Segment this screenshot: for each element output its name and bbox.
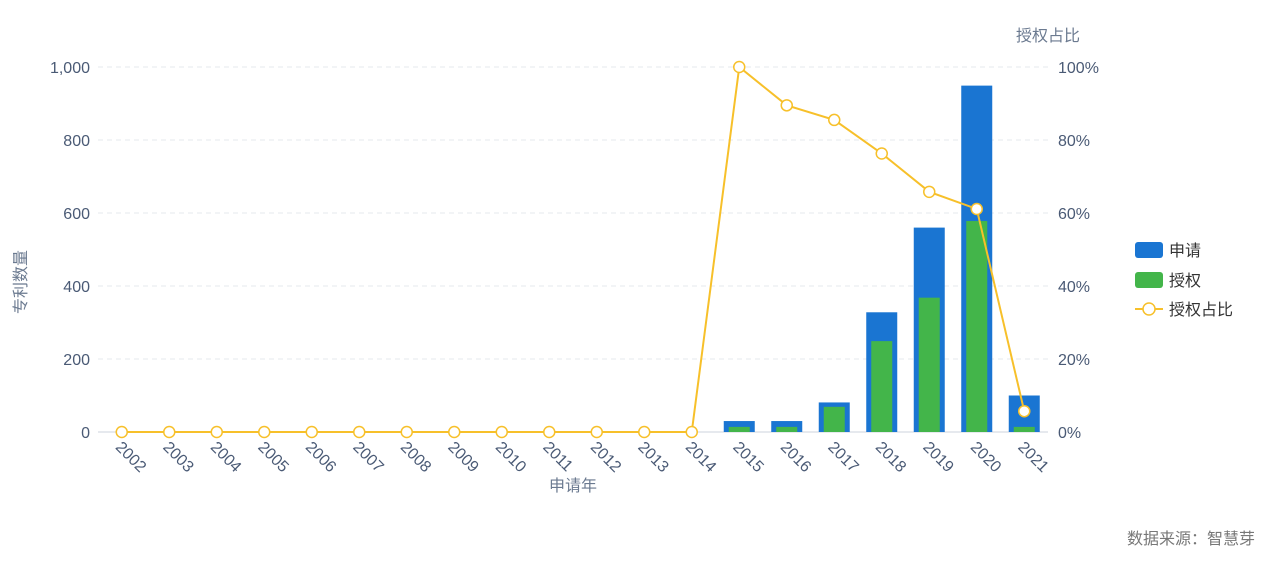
bar-grant-2019 bbox=[918, 297, 940, 432]
ratio-point-2002 bbox=[115, 425, 128, 439]
bar-grant-2021 bbox=[1013, 426, 1035, 432]
x-tick-label: 2018 bbox=[872, 439, 909, 476]
x-axis-title: 申请年 bbox=[549, 477, 597, 495]
bar-grant-2018 bbox=[871, 341, 893, 432]
x-tick-label: 2003 bbox=[159, 439, 196, 476]
y2-tick-label: 80% bbox=[1058, 133, 1090, 150]
ratio-line bbox=[121, 65, 1026, 433]
x-tick-label: 2008 bbox=[397, 439, 434, 476]
x-tick-label: 2015 bbox=[729, 439, 766, 476]
y2-tick-label: 20% bbox=[1058, 352, 1090, 369]
bar-apply-2016 bbox=[771, 421, 803, 432]
legend-label-apply: 申请 bbox=[1169, 242, 1201, 260]
x-tick-label: 2004 bbox=[207, 439, 244, 476]
ratio-point-2011 bbox=[543, 425, 556, 439]
x-tick-label: 2010 bbox=[492, 439, 529, 476]
y2-axis-title: 授权占比 bbox=[1016, 27, 1080, 45]
ratio-point-2003 bbox=[163, 425, 176, 439]
ratio-point-2009 bbox=[448, 425, 461, 439]
ratio-point-2020 bbox=[970, 202, 983, 216]
y2-tick-label: 40% bbox=[1058, 279, 1090, 296]
x-tick-label: 2012 bbox=[587, 439, 624, 476]
legend-swatch-apply bbox=[1135, 242, 1163, 258]
ratio-point-2007 bbox=[353, 425, 366, 439]
y2-tick-label: 100% bbox=[1058, 60, 1099, 77]
x-tick-label: 2020 bbox=[967, 439, 1004, 476]
y-tick-label: 1,000 bbox=[50, 60, 90, 77]
y2-tick-label: 0% bbox=[1058, 425, 1081, 442]
y-tick-label: 600 bbox=[63, 206, 90, 223]
x-tick-label: 2002 bbox=[112, 439, 149, 476]
ratio-point-2008 bbox=[400, 425, 413, 439]
y-tick-label: 400 bbox=[63, 279, 90, 296]
ratio-point-2014 bbox=[685, 425, 698, 439]
x-tick-label: 2005 bbox=[254, 439, 291, 476]
legend-label-grant: 授权 bbox=[1169, 272, 1201, 290]
x-tick-label: 2019 bbox=[919, 439, 956, 476]
x-tick-label: 2007 bbox=[349, 439, 386, 476]
ratio-point-2012 bbox=[590, 425, 603, 439]
x-tick-label: 2009 bbox=[444, 439, 481, 476]
ratio-point-2021 bbox=[1018, 404, 1031, 418]
ratio-point-2016 bbox=[780, 99, 793, 112]
ratio-point-2013 bbox=[638, 425, 651, 439]
legend-swatch-grant bbox=[1135, 272, 1163, 288]
bar-grant-2020 bbox=[966, 221, 988, 432]
ratio-point-2015 bbox=[733, 60, 746, 74]
legend-label-ratio: 授权占比 bbox=[1169, 301, 1233, 319]
x-tick-label: 2021 bbox=[1014, 439, 1051, 476]
x-tick-label: 2013 bbox=[634, 439, 671, 476]
x-tick-label: 2014 bbox=[682, 439, 719, 476]
y-tick-label: 200 bbox=[63, 352, 90, 369]
x-tick-label: 2016 bbox=[777, 439, 814, 476]
bar-apply-2015 bbox=[723, 421, 755, 432]
ratio-point-2017 bbox=[828, 113, 841, 127]
y-axis-title: 专利数量 bbox=[12, 250, 30, 314]
bar-grant-2017 bbox=[823, 406, 845, 432]
ratio-point-2018 bbox=[875, 147, 888, 160]
bar-grant-2016 bbox=[776, 426, 798, 432]
ratio-point-2010 bbox=[495, 425, 508, 439]
ratio-point-2005 bbox=[258, 425, 271, 439]
ratio-point-2004 bbox=[210, 425, 223, 439]
x-tick-label: 2011 bbox=[539, 439, 575, 475]
x-tick-label: 2006 bbox=[302, 439, 339, 476]
ratio-point-2006 bbox=[305, 425, 318, 439]
y-tick-label: 800 bbox=[63, 133, 90, 150]
y2-tick-label: 60% bbox=[1058, 206, 1090, 223]
legend-swatch-ratio-marker bbox=[1142, 302, 1156, 316]
bar-grant-2015 bbox=[728, 426, 750, 432]
x-tick-label: 2017 bbox=[824, 439, 861, 476]
ratio-point-2019 bbox=[923, 185, 936, 199]
y-tick-label: 0 bbox=[81, 425, 90, 442]
data-source-note: 数据来源：智慧芽 bbox=[1126, 531, 1255, 548]
